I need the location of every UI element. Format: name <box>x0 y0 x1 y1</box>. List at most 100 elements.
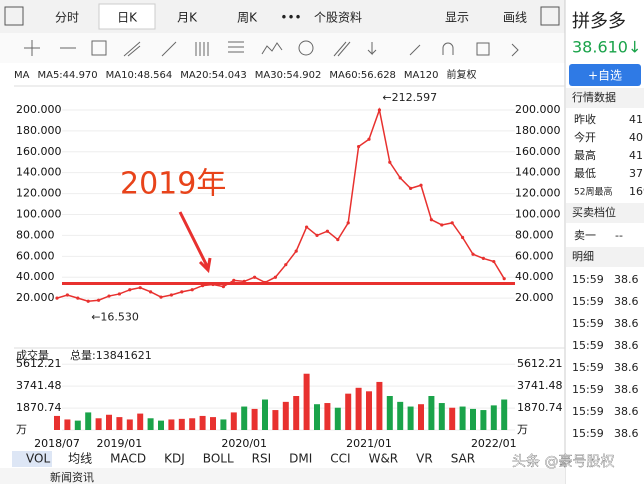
volume-bar <box>210 417 216 430</box>
volume-bar <box>334 407 341 430</box>
tick-time: 15:59 <box>572 339 604 352</box>
row-label: 今开 <box>574 130 596 144</box>
indicator-tab[interactable]: KDJ <box>164 452 185 466</box>
tool-levels[interactable] <box>228 41 244 53</box>
y-tick-label: 20.000 <box>16 291 55 304</box>
toolbar-bg <box>0 0 565 33</box>
price-point <box>138 286 142 290</box>
volume-bar <box>106 414 112 430</box>
volume-bar <box>418 404 424 430</box>
price-point <box>65 293 69 297</box>
tool-circle[interactable] <box>298 40 314 56</box>
volume-bar <box>116 417 123 430</box>
tab[interactable]: 显示 <box>445 11 469 25</box>
y-tick-label-right: 40.000 <box>515 270 554 283</box>
price-point <box>388 160 392 164</box>
price-point <box>492 259 496 264</box>
tick-price: 38.6 <box>614 361 639 374</box>
panel-toggle[interactable] <box>540 6 560 26</box>
volume-bar <box>397 401 404 430</box>
price-point <box>450 221 454 225</box>
indicator-tab[interactable]: RSI <box>252 452 272 466</box>
indicator-tab[interactable]: DMI <box>289 452 312 466</box>
tool-magnet[interactable] <box>442 42 454 55</box>
add-button[interactable]: +自选 <box>588 69 622 83</box>
indicator-tab[interactable]: VOL <box>26 452 50 466</box>
price-point <box>149 290 153 294</box>
price-point <box>273 275 277 279</box>
volume-bar <box>137 413 144 430</box>
callout: 2019年 <box>120 167 226 202</box>
indicator-tab[interactable]: CCI <box>330 452 350 466</box>
volume-bar <box>54 415 60 430</box>
stock-name: 拼多多 <box>572 11 626 32</box>
tool-fib[interactable] <box>195 42 209 56</box>
tab[interactable]: 画线 <box>503 11 527 25</box>
annotation: ←16.530 <box>91 310 139 323</box>
indicator-tab[interactable]: VR <box>416 452 433 466</box>
y-tick-label: 120.000 <box>16 187 62 200</box>
price-point <box>117 292 121 296</box>
tool-cross[interactable] <box>24 40 40 56</box>
active-tab <box>98 3 156 30</box>
vol-tick-label: 1870.74 <box>16 401 62 414</box>
tool-more[interactable] <box>511 43 519 57</box>
tool-channel[interactable] <box>333 41 351 57</box>
y-tick-label: 160.000 <box>16 145 62 158</box>
indicator-tab[interactable]: BOLL <box>203 452 234 466</box>
tool-wave[interactable] <box>261 42 283 55</box>
sidebar-toggle[interactable] <box>4 6 24 26</box>
price-point <box>429 218 433 222</box>
tab[interactable]: 个股资料 <box>314 11 362 25</box>
volume-bar <box>282 401 289 430</box>
indicator-tab[interactable]: W&R <box>369 452 399 466</box>
tab[interactable]: 月K <box>177 11 198 25</box>
price-point <box>440 223 444 227</box>
tab[interactable]: 分时 <box>55 11 79 25</box>
price-point <box>86 299 90 303</box>
tools-bg <box>0 33 565 63</box>
vol-tick-label-right: 万 <box>517 423 528 436</box>
tool-pen[interactable] <box>409 44 421 56</box>
tick-time: 15:59 <box>572 427 604 440</box>
tool-delete[interactable] <box>476 42 490 56</box>
indicator-tab[interactable]: 均线 <box>68 452 92 466</box>
volume-bar <box>376 381 383 430</box>
price-point <box>315 233 319 238</box>
tool-fan[interactable] <box>123 41 141 57</box>
news-tab[interactable]: 新闻资讯 <box>50 470 94 484</box>
volume-bar <box>490 405 497 430</box>
volume-bar <box>199 415 206 430</box>
tab[interactable]: ••• <box>280 11 301 25</box>
tool-ray[interactable] <box>161 41 177 57</box>
watermark: 头条 @豪号股权 <box>512 453 614 470</box>
vol-tick-label: 万 <box>16 423 27 436</box>
tool-rect[interactable] <box>91 40 107 56</box>
ma-legend: MA <box>14 70 30 81</box>
tab[interactable]: 日K <box>117 11 138 25</box>
price-point <box>242 279 246 284</box>
x-tick-label: 2021/01 <box>346 437 392 450</box>
tick-time: 15:59 <box>572 361 604 374</box>
volume-bar <box>189 418 196 430</box>
volume-bar <box>85 412 92 430</box>
tool-arrow[interactable] <box>367 42 377 56</box>
price-point <box>159 295 163 299</box>
price-point <box>481 256 485 261</box>
vol-tick-label-right: 3741.48 <box>517 379 563 392</box>
indicator-tab[interactable]: SAR <box>451 452 475 466</box>
ma-legend: MA30:54.902 <box>255 70 322 81</box>
volume-bar <box>147 418 154 430</box>
ma-legend: MA60:56.628 <box>329 70 396 81</box>
price-point <box>180 290 184 294</box>
y-tick-label: 200.000 <box>16 103 62 116</box>
indicator-tab[interactable]: MACD <box>110 452 146 466</box>
price-point <box>221 285 225 289</box>
row-value: 41. <box>629 149 644 162</box>
volume-bar <box>407 406 414 430</box>
tab[interactable]: 周K <box>237 11 258 25</box>
add-button-bg[interactable] <box>569 64 641 86</box>
y-tick-label: 40.000 <box>16 270 55 283</box>
price-point <box>253 275 257 279</box>
tick-time: 15:59 <box>572 405 604 418</box>
